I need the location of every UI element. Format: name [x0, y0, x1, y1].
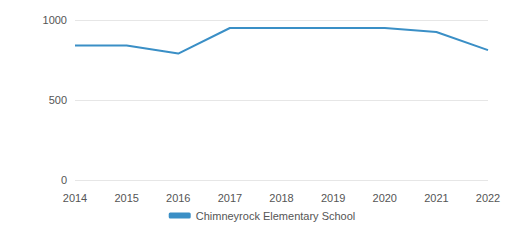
svg-text:2014: 2014: [63, 192, 87, 204]
svg-text:2021: 2021: [424, 192, 448, 204]
svg-text:2019: 2019: [321, 192, 345, 204]
svg-text:2017: 2017: [218, 192, 242, 204]
svg-text:0: 0: [61, 174, 67, 186]
svg-text:Chimneyrock Elementary School: Chimneyrock Elementary School: [196, 210, 356, 222]
svg-text:2022: 2022: [476, 192, 500, 204]
svg-text:1000: 1000: [43, 14, 67, 26]
svg-text:500: 500: [49, 94, 67, 106]
svg-text:2015: 2015: [114, 192, 138, 204]
svg-text:2018: 2018: [269, 192, 293, 204]
svg-text:2020: 2020: [373, 192, 397, 204]
svg-text:2016: 2016: [166, 192, 190, 204]
